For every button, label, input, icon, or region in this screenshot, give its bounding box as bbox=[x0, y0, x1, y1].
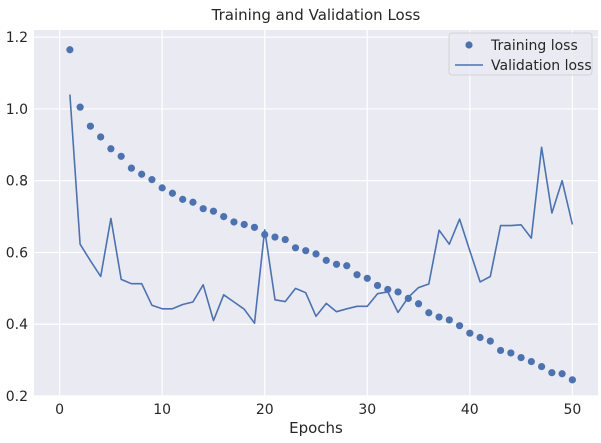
training-loss-point bbox=[138, 170, 146, 178]
training-loss-point bbox=[281, 235, 289, 244]
training-loss-point bbox=[220, 212, 228, 221]
training-loss-point bbox=[148, 176, 156, 184]
training-loss-point bbox=[66, 46, 74, 54]
training-loss-point bbox=[240, 220, 248, 229]
training-loss-point bbox=[332, 260, 341, 268]
training-loss-point bbox=[230, 218, 238, 226]
validation-loss-line bbox=[69, 94, 574, 325]
training-loss-point bbox=[117, 152, 125, 160]
training-loss-point bbox=[97, 133, 105, 141]
training-loss-point bbox=[394, 288, 402, 296]
plot-area bbox=[34, 30, 598, 396]
training-loss-point bbox=[158, 184, 166, 192]
training-loss-point bbox=[343, 262, 351, 270]
training-loss-point bbox=[486, 337, 494, 345]
training-loss-point bbox=[445, 316, 453, 324]
training-loss-point bbox=[199, 205, 207, 213]
training-loss-point bbox=[209, 207, 218, 215]
x-tick-label: 50 bbox=[563, 402, 581, 418]
x-tick-label: 40 bbox=[461, 402, 479, 418]
series-layer bbox=[66, 46, 576, 384]
training-loss-point bbox=[168, 189, 177, 197]
y-tick-label: 0.6 bbox=[6, 245, 28, 261]
legend-entry-label: Training loss bbox=[490, 38, 578, 54]
training-loss-point bbox=[322, 256, 330, 264]
training-loss-point bbox=[558, 370, 566, 378]
training-loss-point bbox=[548, 369, 556, 377]
x-tick-label: 20 bbox=[256, 402, 274, 418]
legend-marker-swatch bbox=[465, 41, 473, 49]
y-tick-label: 1.0 bbox=[6, 102, 28, 118]
y-tick-label: 0.4 bbox=[6, 317, 28, 333]
y-axis-ticks: 0.2 0.4 0.6 0.8 1.0 1.2 bbox=[6, 30, 28, 405]
training-loss-point bbox=[414, 300, 423, 308]
training-loss-point bbox=[435, 313, 443, 321]
legend-entry-label: Validation loss bbox=[491, 58, 592, 74]
training-loss-point bbox=[568, 376, 576, 384]
training-loss-point bbox=[527, 357, 535, 366]
training-loss-point bbox=[86, 122, 94, 130]
training-loss-point bbox=[250, 223, 259, 231]
training-loss-point bbox=[363, 274, 371, 282]
x-tick-label: 10 bbox=[153, 402, 171, 418]
training-loss-point bbox=[127, 164, 136, 172]
training-loss-point bbox=[353, 271, 361, 279]
legend: Training loss Validation loss bbox=[448, 32, 593, 76]
training-loss-point bbox=[179, 195, 187, 203]
training-loss-point bbox=[476, 333, 484, 342]
chart-title: Training and Validation Loss bbox=[211, 6, 421, 24]
y-tick-label: 0.2 bbox=[6, 389, 28, 405]
training-loss-point bbox=[302, 247, 310, 255]
x-tick-label: 0 bbox=[55, 402, 64, 418]
training-loss-point bbox=[455, 322, 464, 330]
training-loss-point bbox=[291, 244, 300, 252]
x-tick-label: 30 bbox=[358, 402, 376, 418]
training-loss-point bbox=[517, 354, 525, 362]
training-loss-point bbox=[271, 233, 279, 241]
training-loss-point bbox=[189, 198, 197, 206]
training-loss-point bbox=[466, 329, 474, 337]
y-tick-label: 0.8 bbox=[6, 174, 28, 190]
x-axis-ticks: 0 10 20 30 40 50 bbox=[55, 402, 581, 418]
y-tick-label: 1.2 bbox=[6, 30, 28, 46]
x-axis-label: Epochs bbox=[289, 419, 343, 437]
training-loss-point bbox=[312, 250, 320, 258]
training-loss-point bbox=[107, 145, 115, 153]
training-loss-point bbox=[384, 285, 392, 294]
training-loss-point bbox=[425, 309, 433, 317]
training-loss-point bbox=[76, 103, 84, 111]
legend-box bbox=[448, 32, 593, 76]
training-loss-point bbox=[507, 349, 515, 357]
training-loss-point bbox=[496, 346, 505, 355]
training-loss-point bbox=[538, 362, 546, 371]
training-loss-point bbox=[373, 281, 382, 290]
